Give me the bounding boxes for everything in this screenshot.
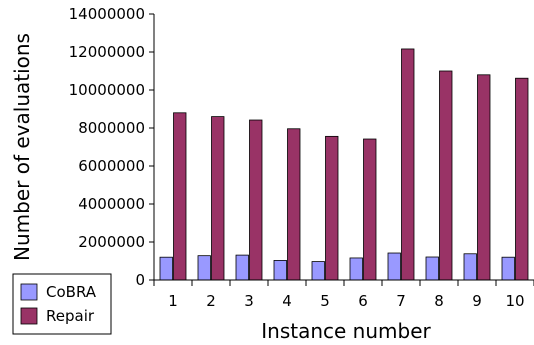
x-tick-label: 6 [358, 292, 368, 310]
bar-repair-7 [401, 48, 415, 281]
y-tick-label: 8000000 [78, 119, 145, 137]
x-tick-label: 7 [396, 292, 406, 310]
x-axis-ticks: 1 2 3 4 5 6 7 8 9 10 [153, 280, 534, 310]
legend-swatch-repair [20, 307, 38, 325]
bar-repair-5 [325, 135, 339, 281]
legend-label-repair: Repair [46, 307, 95, 325]
bar-cobra-4 [273, 260, 287, 281]
x-tick-label: 2 [206, 292, 216, 310]
y-tick-label: 12000000 [69, 43, 145, 61]
y-tick-label: 0 [135, 271, 145, 289]
y-tick-label: 10000000 [69, 81, 145, 99]
bars-layer [159, 48, 529, 281]
bar-repair-8 [439, 70, 453, 281]
bar-cobra-6 [349, 257, 363, 281]
x-tick-label: 3 [244, 292, 254, 310]
y-tick-label: 6000000 [78, 157, 145, 175]
bar-repair-3 [249, 119, 263, 281]
bar-cobra-8 [425, 256, 439, 281]
y-tick-label: 4000000 [78, 195, 145, 213]
axes-layer [153, 14, 534, 281]
bar-cobra-1 [159, 256, 173, 281]
bar-repair-1 [173, 112, 187, 281]
legend-swatch-cobra [20, 283, 38, 301]
bar-cobra-3 [235, 254, 249, 281]
bar-cobra-7 [387, 252, 401, 281]
x-tick-label: 5 [320, 292, 330, 310]
bar-cobra-5 [311, 261, 325, 281]
legend-label-cobra: CoBRA [46, 283, 97, 301]
bar-repair-9 [477, 74, 491, 281]
bar-cobra-9 [463, 253, 477, 281]
x-axis-title: Instance number [261, 319, 431, 343]
y-tick-label: 14000000 [69, 5, 145, 23]
x-tick-label: 9 [472, 292, 482, 310]
bar-repair-2 [211, 116, 225, 281]
legend: CoBRA Repair [12, 273, 112, 335]
x-tick-label: 10 [505, 292, 524, 310]
x-tick-label: 1 [168, 292, 178, 310]
bar-cobra-2 [197, 255, 211, 281]
x-tick-label: 4 [282, 292, 292, 310]
y-axis-ticks: 0 2000000 4000000 6000000 8000000 10000000 120… [69, 5, 154, 289]
bar-repair-4 [287, 128, 301, 281]
x-tick-label: 8 [434, 292, 444, 310]
bar-cobra-10 [501, 256, 515, 281]
bar-repair-6 [363, 138, 377, 281]
y-axis-title: Number of evaluations [10, 33, 34, 261]
bar-repair-10 [515, 77, 529, 281]
y-tick-label: 2000000 [78, 233, 145, 251]
